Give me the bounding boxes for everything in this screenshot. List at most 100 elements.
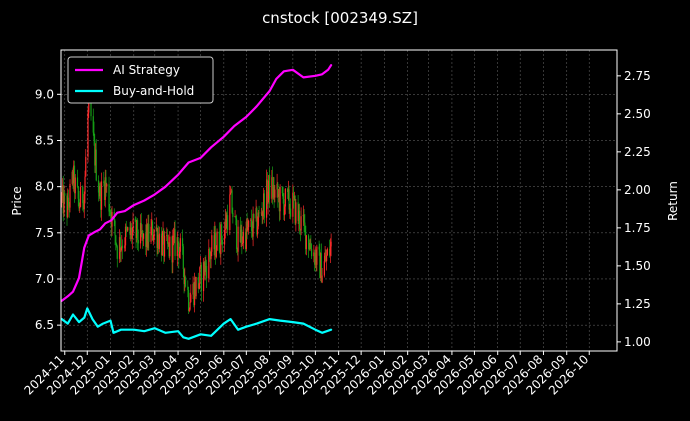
candle-body: [104, 177, 106, 200]
candle-body: [235, 218, 238, 250]
candle-body: [197, 277, 199, 289]
candle-body: [284, 206, 286, 216]
candle-body: [211, 235, 213, 252]
candle-body: [172, 236, 174, 263]
candle-body: [224, 219, 226, 230]
candle-body: [308, 235, 310, 250]
candle-body: [118, 237, 121, 259]
candle-body: [250, 219, 253, 231]
candle-body: [174, 229, 176, 257]
candle-body: [134, 219, 136, 222]
candle-body: [283, 198, 285, 216]
candle-body: [115, 243, 118, 247]
candle-body: [278, 194, 280, 212]
candle-body: [204, 262, 206, 276]
candle-body: [121, 245, 124, 249]
candle-body: [169, 236, 171, 257]
y-tick-label-right: 2.25: [624, 145, 651, 159]
candle-body: [182, 246, 184, 270]
y-tick-label: 9.0: [35, 87, 54, 101]
candle-body: [310, 242, 312, 249]
candle-body: [258, 212, 260, 214]
candle-body: [279, 187, 281, 212]
candle-body: [184, 277, 186, 285]
y-tick-label-right: 1.25: [624, 297, 651, 311]
candle-body: [147, 223, 149, 248]
candle-body: [242, 231, 244, 244]
legend-label-buy-and-hold: Buy-and-Hold: [113, 84, 194, 98]
candle-body: [252, 213, 254, 237]
candle-body: [125, 226, 127, 230]
candle-body: [321, 275, 323, 283]
candle-body: [69, 183, 71, 208]
candle-body: [183, 269, 185, 285]
candle-body: [132, 219, 134, 231]
candle-body: [179, 238, 181, 252]
candle-body: [202, 261, 205, 292]
legend: AI Strategy Buy-and-Hold: [67, 56, 214, 104]
candle-body: [155, 227, 157, 230]
candle-body: [320, 253, 322, 283]
y-tick-label-right: 2.50: [624, 107, 651, 121]
candle-body: [66, 195, 68, 218]
candle-body: [268, 175, 270, 192]
y-tick-label-right: 1.00: [624, 335, 651, 349]
candle-body: [246, 221, 248, 230]
candle-body: [130, 227, 132, 235]
candle-body: [247, 227, 249, 230]
candle-body: [250, 219, 252, 221]
candle-body: [137, 240, 139, 244]
y-tick-label-right: 1.75: [624, 221, 651, 235]
candle-body: [109, 212, 112, 215]
candle-body: [308, 249, 310, 250]
candle-body: [189, 302, 191, 310]
candle-body: [188, 309, 190, 312]
candle-body: [163, 235, 166, 257]
candle-body: [330, 241, 332, 247]
candle-body: [251, 230, 253, 237]
candle-body: [219, 250, 221, 255]
candle-body: [329, 246, 331, 256]
candle-body: [162, 230, 164, 236]
candle-body: [79, 206, 81, 209]
candle-body: [124, 226, 127, 246]
candle-body: [171, 236, 173, 263]
candle-body: [106, 184, 108, 187]
candle-body: [247, 220, 250, 228]
candle-body: [97, 180, 100, 193]
candle-body: [282, 193, 284, 199]
candle-body: [277, 194, 280, 197]
candle-body: [314, 252, 316, 265]
candle-body: [92, 116, 94, 133]
candle-body: [193, 283, 195, 306]
candle-body: [277, 183, 279, 197]
candle-body: [105, 177, 107, 187]
candle-body: [151, 221, 153, 227]
candle-body: [178, 243, 180, 258]
legend-label-ai-strategy: AI Strategy: [113, 63, 180, 77]
candle-body: [215, 250, 217, 257]
candle-body: [290, 208, 292, 217]
candle-body: [103, 183, 106, 200]
candle-body: [281, 187, 283, 194]
candle-body: [173, 229, 175, 236]
candle-body: [100, 181, 103, 210]
candle-body: [199, 267, 201, 284]
candle-body: [139, 222, 142, 244]
candle-body: [208, 248, 210, 279]
candle-body: [319, 249, 321, 278]
candle-body: [119, 237, 121, 253]
candle-body: [255, 208, 257, 219]
candle-body: [266, 179, 268, 204]
candle-body: [216, 231, 218, 251]
candle-body: [245, 221, 247, 249]
candle-body: [271, 177, 274, 198]
candle-body: [325, 255, 327, 262]
candle-body: [318, 246, 320, 250]
candle-body: [316, 246, 318, 265]
candle-body: [150, 226, 152, 242]
candle-body: [293, 192, 295, 198]
y-tick-label: 7.0: [35, 272, 54, 286]
candle-body: [260, 212, 262, 214]
